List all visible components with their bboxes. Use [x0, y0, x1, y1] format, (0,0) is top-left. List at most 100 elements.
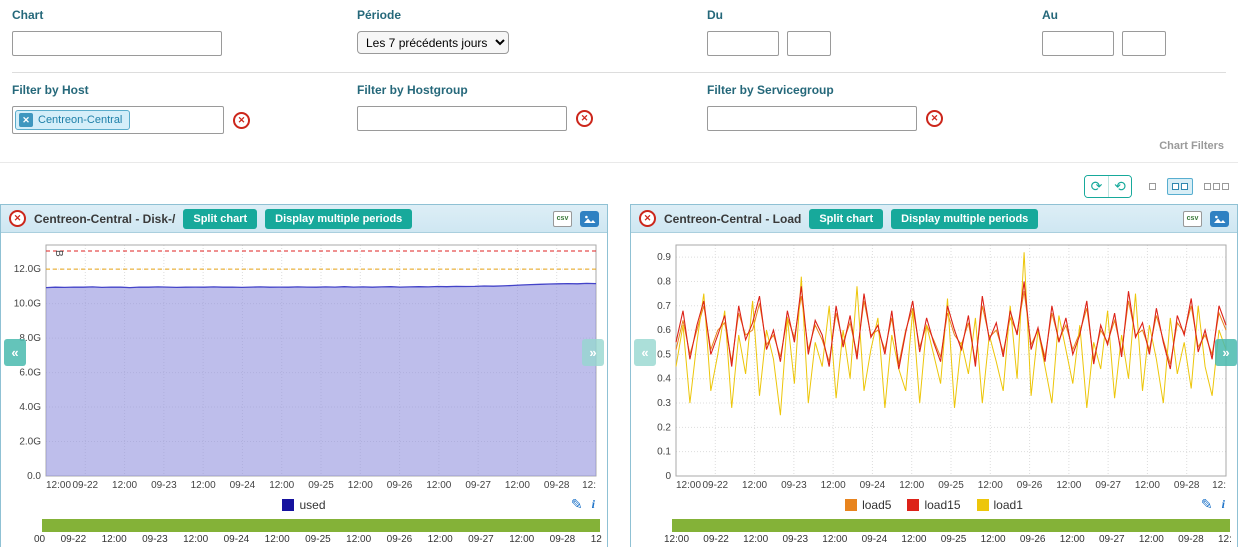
split-chart-button[interactable]: Split chart: [183, 209, 257, 229]
host-filter-input[interactable]: ✕ Centreon-Central: [12, 106, 224, 134]
scroll-right-button[interactable]: »: [1215, 339, 1237, 366]
svg-text:12:00: 12:00: [899, 480, 924, 491]
autorefresh-icon[interactable]: ⟲: [1108, 176, 1131, 197]
svg-text:09-22: 09-22: [72, 480, 98, 491]
svg-text:09-28: 09-28: [1174, 480, 1200, 491]
filter-section: Chart Période Les 7 précédents jours Du …: [0, 0, 1238, 163]
to-label: Au: [1042, 8, 1226, 22]
export-csv-icon[interactable]: csv: [1183, 211, 1202, 227]
svg-text:12:00: 12:00: [191, 480, 216, 491]
svg-text:12:00: 12:00: [426, 480, 451, 491]
time-range-labels: 12:0009-2212:0009-2312:0009-2412:0009-25…: [664, 534, 1232, 545]
host-chip: ✕ Centreon-Central: [15, 110, 130, 130]
svg-text:2.0G: 2.0G: [19, 437, 41, 448]
legend-item[interactable]: load5: [845, 498, 891, 512]
filter-by-host-label: Filter by Host: [12, 83, 357, 97]
svg-text:09-25: 09-25: [308, 480, 334, 491]
chart-plot-wrap: 12:0009-2212:0009-2312:0009-2412:0009-25…: [1, 233, 607, 492]
charts-grid: ✕ Centreon-Central - Disk-/ Split chart …: [0, 204, 1238, 547]
legend-label: load1: [994, 498, 1023, 512]
svg-text:6.0G: 6.0G: [19, 368, 41, 379]
chart-info-icon[interactable]: i: [1222, 497, 1225, 512]
legend-color-swatch: [845, 499, 857, 511]
legend-color-swatch: [907, 499, 919, 511]
refresh-icon[interactable]: ⟳: [1085, 176, 1108, 197]
chart-info-icon[interactable]: i: [592, 497, 595, 512]
delete-chart-icon[interactable]: ✕: [9, 210, 26, 227]
export-csv-icon[interactable]: csv: [553, 211, 572, 227]
chart-filter-input[interactable]: [12, 31, 222, 56]
chart-legend: load5 load15 load1: [845, 498, 1023, 512]
svg-text:12:00: 12:00: [46, 480, 71, 491]
delete-chart-icon[interactable]: ✕: [639, 210, 656, 227]
chart-legend-row: used ✎ i: [1, 492, 607, 518]
svg-text:12:00: 12:00: [1056, 480, 1081, 491]
export-image-icon[interactable]: [1210, 211, 1229, 227]
scroll-left-button[interactable]: «: [4, 339, 26, 366]
legend-item[interactable]: load1: [977, 498, 1023, 512]
svg-text:0: 0: [665, 471, 671, 482]
svg-text:09-23: 09-23: [781, 480, 807, 491]
svg-text:10.0G: 10.0G: [14, 299, 41, 310]
remove-chip-icon[interactable]: ✕: [19, 113, 33, 127]
svg-text:12:00: 12:00: [505, 480, 530, 491]
edit-chart-icon[interactable]: ✎: [1201, 496, 1213, 513]
to-time-input[interactable]: [1122, 31, 1166, 56]
layout-switcher: [1144, 178, 1234, 195]
display-multiple-periods-button[interactable]: Display multiple periods: [891, 209, 1038, 229]
legend-color-swatch: [977, 499, 989, 511]
timeseries-chart[interactable]: 12:0009-2212:0009-2312:0009-2412:0009-25…: [3, 236, 603, 492]
hostgroup-filter-input[interactable]: [357, 106, 567, 131]
clear-hostgroup-filter-icon[interactable]: ✕: [576, 110, 593, 127]
layout-one-column-button[interactable]: [1144, 178, 1161, 195]
chart-display-toolbar: ⟳ ⟲: [0, 163, 1238, 204]
svg-text:12:: 12:: [582, 480, 596, 491]
period-label: Période: [357, 8, 707, 22]
svg-text:09-25: 09-25: [938, 480, 964, 491]
svg-text:0.4: 0.4: [657, 374, 671, 385]
legend-item[interactable]: load15: [907, 498, 960, 512]
to-date-input[interactable]: [1042, 31, 1114, 56]
scroll-left-button[interactable]: «: [634, 339, 656, 366]
chart-title: Centreon-Central - Load: [664, 212, 801, 226]
svg-text:09-26: 09-26: [387, 480, 413, 491]
chart-title: Centreon-Central - Disk-/: [34, 212, 175, 226]
svg-text:09-24: 09-24: [230, 480, 256, 491]
time-range-selector[interactable]: [672, 519, 1230, 532]
svg-text:0.5: 0.5: [657, 349, 671, 360]
svg-text:09-27: 09-27: [1095, 480, 1121, 491]
legend-item[interactable]: used: [282, 498, 325, 512]
time-range-selector[interactable]: [42, 519, 600, 532]
scroll-right-button[interactable]: »: [582, 339, 604, 366]
from-date-input[interactable]: [707, 31, 779, 56]
from-label: Du: [707, 8, 1042, 22]
chart-panel-header: ✕ Centreon-Central - Load Split chart Di…: [631, 205, 1237, 233]
svg-text:0.3: 0.3: [657, 398, 671, 409]
chart-filter-label: Chart: [12, 8, 357, 22]
edit-chart-icon[interactable]: ✎: [571, 496, 583, 513]
servicegroup-filter-input[interactable]: [707, 106, 917, 131]
svg-text:0.2: 0.2: [657, 422, 671, 433]
clear-servicegroup-filter-icon[interactable]: ✕: [926, 110, 943, 127]
period-select[interactable]: Les 7 précédents jours: [357, 31, 509, 54]
layout-three-columns-button[interactable]: [1199, 178, 1234, 195]
svg-text:12:00: 12:00: [676, 480, 701, 491]
export-image-icon[interactable]: [580, 211, 599, 227]
time-range-labels: 0009-2212:0009-2312:0009-2412:0009-2512:…: [34, 534, 602, 545]
svg-text:12:00: 12:00: [821, 480, 846, 491]
svg-text:0.6: 0.6: [657, 325, 671, 336]
refresh-controls: ⟳ ⟲: [1084, 175, 1132, 198]
svg-text:09-28: 09-28: [544, 480, 570, 491]
split-chart-button[interactable]: Split chart: [809, 209, 883, 229]
chart-panel-header: ✕ Centreon-Central - Disk-/ Split chart …: [1, 205, 607, 233]
svg-text:09-24: 09-24: [860, 480, 886, 491]
layout-two-columns-button[interactable]: [1167, 178, 1193, 195]
svg-text:09-26: 09-26: [1017, 480, 1043, 491]
from-time-input[interactable]: [787, 31, 831, 56]
timeseries-chart[interactable]: 12:0009-2212:0009-2312:0009-2412:0009-25…: [633, 236, 1233, 492]
svg-text:B: B: [53, 250, 64, 257]
display-multiple-periods-button[interactable]: Display multiple periods: [265, 209, 412, 229]
clear-host-filter-icon[interactable]: ✕: [233, 112, 250, 129]
svg-text:12:00: 12:00: [112, 480, 137, 491]
legend-label: load5: [862, 498, 891, 512]
